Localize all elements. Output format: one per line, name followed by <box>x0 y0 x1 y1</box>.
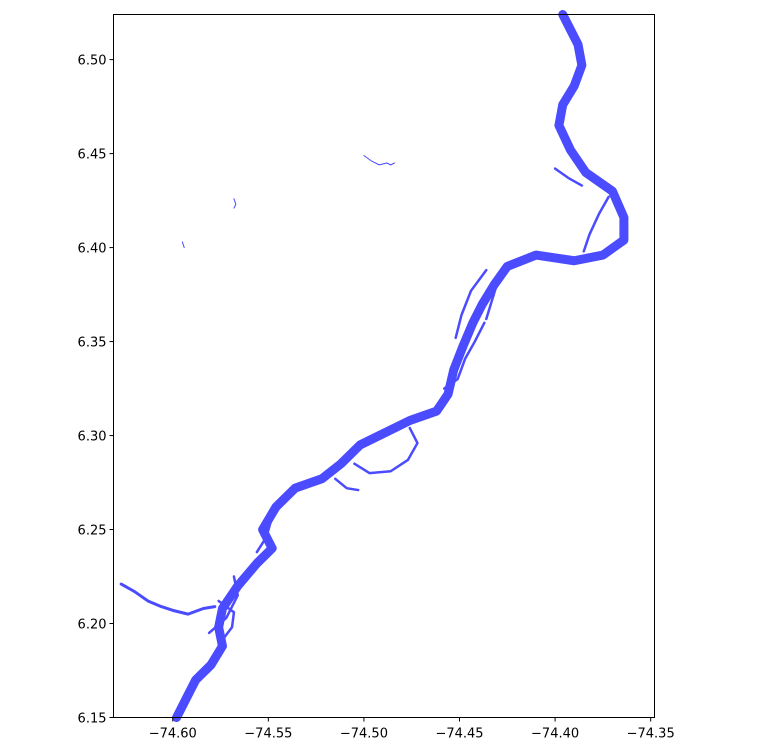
y-tick-label: 6.25 <box>78 524 107 539</box>
water-fragment <box>363 154 396 166</box>
y-axis: 6.15 6.20 6.25 6.30 6.35 6.40 6.45 6.50 <box>78 54 114 727</box>
main-river <box>172 10 629 722</box>
y-tick-label: 6.40 <box>78 242 107 257</box>
river-features <box>119 10 629 722</box>
x-tick-label: −74.45 <box>435 727 483 742</box>
y-tick-label: 6.45 <box>78 148 107 163</box>
y-tick-label: 6.50 <box>78 54 107 69</box>
side-channel <box>485 280 499 321</box>
side-channel <box>255 501 280 554</box>
x-tick-label: −74.40 <box>531 727 579 742</box>
y-tick-label: 6.30 <box>78 430 107 445</box>
side-channel <box>334 477 360 492</box>
x-tick-label: −74.35 <box>627 727 675 742</box>
x-tick-label: −74.60 <box>149 727 197 742</box>
y-tick-label: 6.35 <box>78 336 107 351</box>
side-channel <box>353 426 419 475</box>
x-tick-label: −74.55 <box>244 727 292 742</box>
side-channel <box>553 167 584 187</box>
x-tick-label: −74.50 <box>340 727 388 742</box>
side-channel <box>454 268 488 340</box>
side-channel <box>582 195 610 253</box>
side-channel <box>217 599 236 644</box>
axes-frame <box>113 14 655 718</box>
x-axis: −74.60 −74.55 −74.50 −74.45 −74.40 −74.35 <box>149 717 675 742</box>
side-channel <box>207 575 240 635</box>
water-fragment <box>181 241 185 249</box>
water-fragment <box>233 198 237 209</box>
y-tick-label: 6.15 <box>78 712 107 727</box>
y-tick-label: 6.20 <box>78 618 107 633</box>
side-channel <box>442 321 486 390</box>
tributary <box>119 582 217 616</box>
